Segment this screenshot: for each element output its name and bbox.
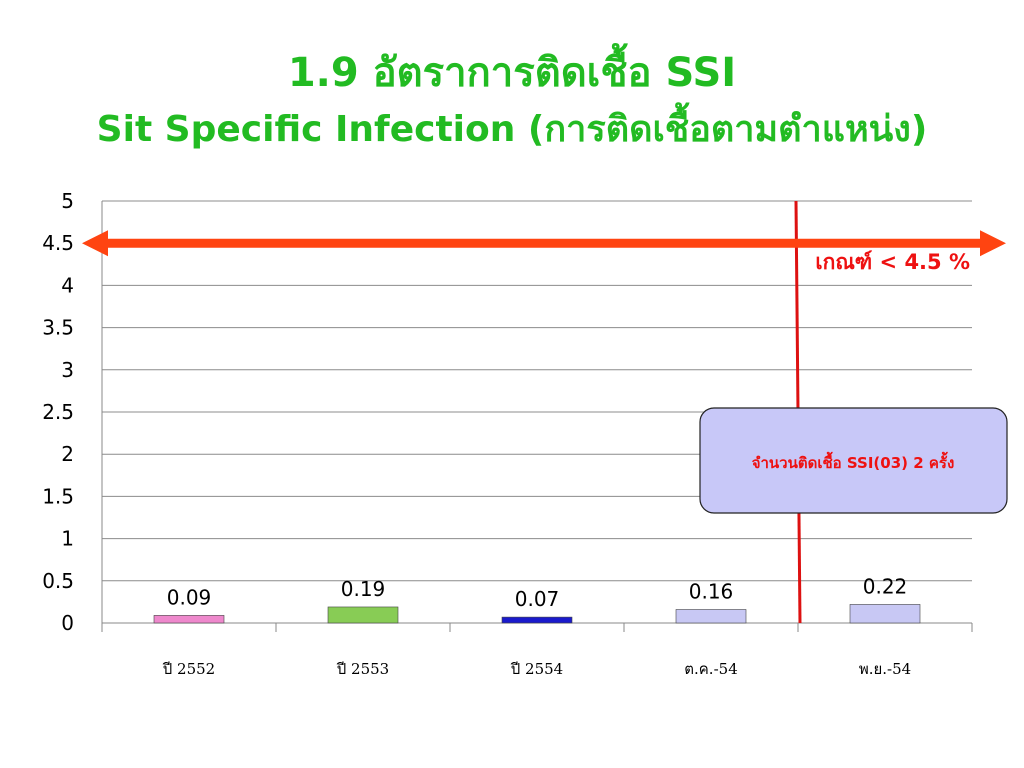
- grid-lines: [101, 200, 973, 632]
- x-category-label: ปี 2553: [336, 660, 389, 678]
- x-category-label: พ.ย.-54: [859, 660, 911, 678]
- x-axis-categories: ปี 2552 ปี 2553 ปี 2554 ต.ค.-54 พ.ย.-54: [162, 660, 911, 678]
- y-tick-label: 2: [61, 442, 74, 466]
- bars: [153, 604, 921, 624]
- data-label: 0.09: [167, 585, 212, 609]
- data-label: 0.07: [515, 587, 560, 611]
- y-tick-label: 1.5: [42, 484, 74, 508]
- y-tick-label: 0.5: [42, 569, 74, 593]
- x-category-label: ปี 2552: [162, 660, 215, 678]
- y-tick-label: 2.5: [42, 400, 74, 424]
- data-labels: 0.09 0.19 0.07 0.16 0.22: [167, 574, 908, 611]
- bar: [675, 609, 747, 624]
- chart-title: 1.9 อัตราการติดเชื้อ SSI: [287, 50, 737, 96]
- y-tick-label: 4: [61, 273, 74, 297]
- threshold-arrow-head-right: [980, 230, 1006, 257]
- y-axis-ticks: 0 0.5 1 1.5 2 2.5 3 3.5 4 4.5 5: [42, 189, 74, 635]
- data-label: 0.22: [863, 574, 908, 598]
- y-tick-label: 0: [61, 611, 74, 635]
- bar: [501, 616, 573, 624]
- y-tick-label: 1: [61, 527, 74, 551]
- threshold-arrow-head-left: [82, 230, 108, 257]
- bar: [849, 604, 921, 624]
- data-label: 0.19: [341, 577, 386, 601]
- overlays: เกณฑ์ < 4.5 % จำนวนติดเชื้อ SSI(03) 2 ครั…: [82, 200, 1008, 624]
- threshold-label: เกณฑ์ < 4.5 %: [815, 250, 970, 274]
- bar: [153, 615, 225, 624]
- y-tick-label: 3: [61, 358, 74, 382]
- chart-subtitle: Sit Specific Infection (การติดเชื้อตามตำ…: [96, 109, 928, 150]
- annotation-box: [699, 407, 1008, 514]
- y-tick-label: 3.5: [42, 316, 74, 340]
- x-category-label: ต.ค.-54: [684, 660, 737, 678]
- bar: [327, 606, 399, 624]
- x-category-label: ปี 2554: [510, 660, 563, 678]
- y-tick-label: 4.5: [42, 231, 74, 255]
- y-tick-label: 5: [61, 189, 74, 213]
- data-label: 0.16: [689, 579, 734, 603]
- annotation-text: จำนวนติดเชื้อ SSI(03) 2 ครั้ง: [752, 451, 955, 472]
